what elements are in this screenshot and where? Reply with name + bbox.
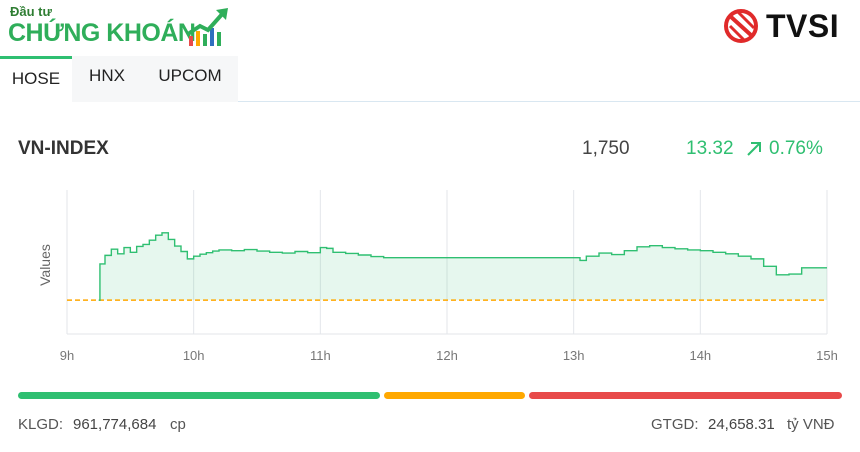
volume-label: KLGD: — [18, 416, 64, 433]
x-axis-ticks: 9h 10h 11h 12h 13h 14h 15h — [60, 348, 838, 363]
y-axis-label: Values — [37, 244, 53, 286]
index-value: 1,750 — [582, 138, 630, 159]
index-summary: VN-INDEX 1,750 13.32 0.76% — [0, 128, 860, 168]
value-amount: 24,658.31 — [708, 416, 775, 433]
tab-hnx[interactable]: HNX — [72, 56, 142, 102]
tab-hose-label: HOSE — [11, 69, 61, 88]
chart-grid — [66, 190, 828, 335]
breadth-decliners-segment — [528, 392, 842, 399]
arrow-up-right-icon — [747, 142, 761, 156]
tab-upcom[interactable]: UPCOM — [142, 56, 238, 102]
x-tick-11h: 11h — [310, 348, 331, 363]
market-breadth-bar — [18, 392, 842, 399]
tvsi-logo[interactable]: TVSI — [722, 6, 850, 46]
index-change: 13.32 — [686, 138, 734, 159]
volume-unit: cp — [170, 416, 186, 433]
x-tick-12h: 12h — [436, 348, 458, 363]
x-tick-13h: 13h — [563, 348, 585, 363]
value-label: GTGD: — [651, 416, 699, 433]
chart-area-fill — [98, 232, 827, 301]
tvsi-emblem-icon — [724, 9, 758, 43]
intraday-chart[interactable]: Values 9h 10h 11h 12h 13h 14h 15h — [0, 180, 860, 370]
x-tick-14h: 14h — [689, 348, 711, 363]
index-series-line — [98, 232, 827, 301]
tab-hose[interactable]: HOSE — [0, 56, 72, 103]
index-name: VN-INDEX — [18, 138, 109, 159]
trading-stats: KLGD: 961,774,684 cp GTGD: 24,658.31 tỷ … — [0, 414, 860, 438]
x-tick-9h: 9h — [60, 348, 74, 363]
logo-small-text: Đầu tư — [10, 4, 52, 19]
dautu-chungkhoan-logo[interactable]: Đầu tư CHỨNG KHOÁN — [8, 4, 230, 52]
breadth-unchanged-segment — [384, 392, 525, 399]
x-tick-15h: 15h — [816, 348, 838, 363]
tab-hnx-label: HNX — [89, 66, 125, 85]
volume-value: 961,774,684 — [73, 416, 157, 433]
exchange-tabs: HOSE HNX UPCOM — [0, 56, 860, 103]
x-tick-10h: 10h — [183, 348, 205, 363]
index-change-percent: 0.76% — [769, 138, 823, 159]
value-unit: tỷ VNĐ — [787, 416, 835, 433]
logo-big-text: CHỨNG KHOÁN — [8, 19, 196, 47]
tab-upcom-label: UPCOM — [158, 66, 222, 85]
breadth-advancers-segment — [18, 392, 381, 399]
tvsi-brand-text: TVSI — [766, 8, 840, 44]
growth-chart-icon — [186, 8, 228, 46]
